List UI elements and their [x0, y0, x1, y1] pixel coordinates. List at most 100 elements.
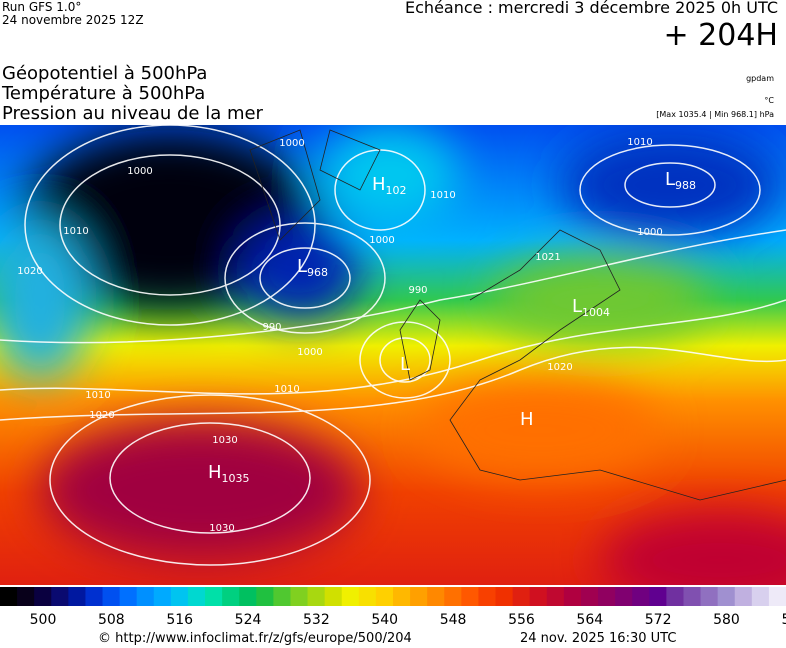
isobar-label: 1000 [127, 166, 152, 177]
center-letter: H [372, 174, 386, 195]
isobar-label: 1000 [297, 347, 322, 358]
pressure-center: H1035 [208, 462, 250, 485]
pressure-center: H [520, 409, 534, 430]
center-letter: L [297, 256, 307, 277]
center-value: 968 [307, 266, 328, 279]
color-swatch [119, 587, 138, 606]
center-letter: H [520, 409, 534, 430]
isobar-label: 990 [408, 285, 427, 296]
color-swatch [546, 587, 565, 606]
isobar-label: 1021 [535, 252, 560, 263]
color-swatch [512, 587, 531, 606]
isobar-label: 1010 [85, 390, 110, 401]
color-swatch [51, 587, 69, 606]
color-swatch [0, 587, 18, 606]
color-swatch [666, 587, 684, 606]
center-letter: L [572, 296, 582, 317]
color-swatch [307, 587, 326, 606]
colorbar-label: 516 [166, 612, 193, 628]
center-letter: L [400, 354, 410, 375]
color-swatch [751, 587, 770, 606]
run-date: 24 novembre 2025 12Z [2, 13, 144, 27]
color-swatch [68, 587, 86, 606]
isobar-label: 1020 [17, 266, 42, 277]
colorbar-label: 540 [371, 612, 398, 628]
color-swatch [598, 587, 616, 606]
color-swatch [615, 587, 633, 606]
center-letter: L [665, 169, 675, 190]
isobar-label: 1000 [637, 227, 662, 238]
unit: gpdam [746, 74, 774, 83]
color-swatch [170, 587, 189, 606]
colorbar-label: 572 [645, 612, 672, 628]
echeance: Echéance : mercredi 3 décembre 2025 0h U… [405, 0, 778, 17]
color-swatch [256, 587, 274, 606]
isobar-label: 1000 [279, 138, 304, 149]
footer-date: 24 nov. 2025 16:30 UTC [520, 631, 677, 646]
color-swatch [136, 587, 155, 606]
color-swatch [563, 587, 582, 606]
colorbar-label: 564 [576, 612, 603, 628]
run: Run GFS 1.0° [2, 0, 82, 14]
pressure-center: L1004 [572, 296, 610, 319]
color-swatch [478, 587, 497, 606]
color-swatch [734, 587, 753, 606]
colorbar-label: 500 [30, 612, 57, 628]
color-swatch [34, 587, 52, 606]
isobar-label: 1030 [209, 523, 234, 534]
color-swatch [495, 587, 514, 606]
colorbar-label: 524 [235, 612, 262, 628]
color-swatch [461, 587, 479, 606]
color-swatch [187, 587, 206, 606]
colorbar-label: 556 [508, 612, 535, 628]
isobar-label: 1010 [63, 226, 88, 237]
unit: °C [764, 96, 774, 105]
color-swatch [324, 587, 343, 606]
color-swatch [341, 587, 360, 606]
isobar-label: 1010 [627, 137, 652, 148]
color-swatch [632, 587, 650, 606]
center-letter: H [208, 462, 222, 483]
center-value: 1035 [222, 472, 250, 485]
center-value: 1004 [582, 306, 610, 319]
color-swatch [444, 587, 462, 606]
unit: [Max 1035.4 | Min 968.1] hPa [656, 110, 774, 119]
color-swatch [358, 587, 377, 606]
color-swatch [222, 587, 240, 606]
color-swatch [85, 587, 104, 606]
color-swatch [683, 587, 702, 606]
color-swatch [102, 587, 121, 606]
color-swatch [717, 587, 736, 606]
isobar-label: 1020 [547, 362, 572, 373]
field: Pression au niveau de la mer [2, 103, 263, 124]
pressure-center: L [400, 354, 410, 375]
lead-time: + 204H [663, 18, 779, 53]
colorbar-label: 548 [440, 612, 467, 628]
color-swatch [205, 587, 223, 606]
colorbar-label: 508 [98, 612, 125, 628]
color-swatch [580, 587, 599, 606]
colorbar-label: 588 [781, 612, 786, 628]
pressure-center: H102 [372, 174, 407, 197]
isobar-label: 1030 [212, 435, 237, 446]
color-swatch [393, 587, 411, 606]
footer-url: © http://www.infoclimat.fr/z/gfs/europe/… [98, 631, 412, 646]
colorbar-label: 532 [303, 612, 330, 628]
color-swatch [273, 587, 291, 606]
center-value: 988 [675, 179, 696, 192]
color-swatch [290, 587, 309, 606]
color-swatch [700, 587, 719, 606]
field: Géopotentiel à 500hPa [2, 63, 208, 84]
isobar-label: 1020 [89, 410, 114, 421]
isobar-label: 1010 [274, 384, 299, 395]
color-swatch [649, 587, 667, 606]
colorbar-label: 580 [713, 612, 740, 628]
isobar-label: 1000 [369, 235, 394, 246]
color-swatch [529, 587, 548, 606]
isobar-label: 1010 [430, 190, 455, 201]
field: Température à 500hPa [2, 83, 206, 104]
isobar-label: 990 [262, 322, 281, 333]
color-swatch [410, 587, 428, 606]
